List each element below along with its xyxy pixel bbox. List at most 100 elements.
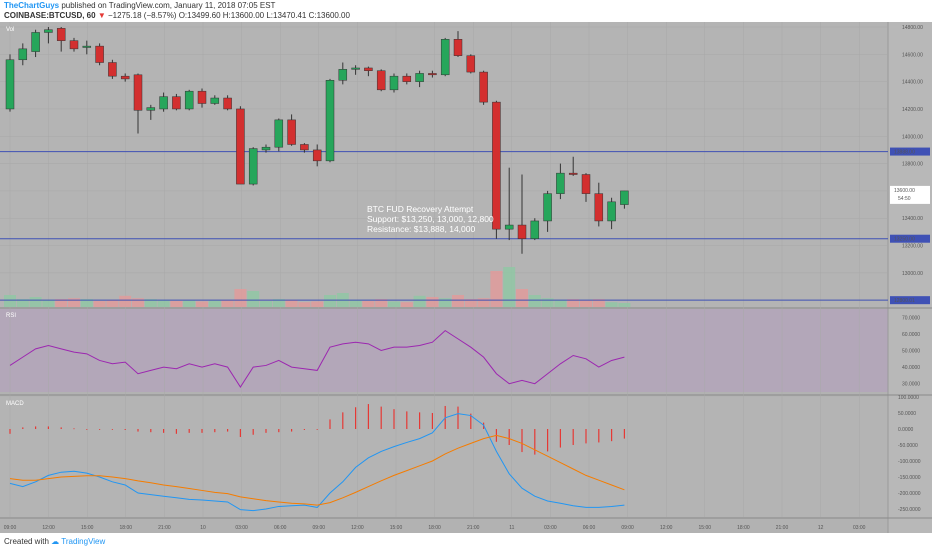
macd-histogram-bar bbox=[598, 429, 600, 443]
rsi-panel-bg bbox=[0, 309, 888, 392]
annotation-text: Resistance: $13,888, 14,000 bbox=[367, 224, 475, 234]
volume-bar bbox=[93, 301, 106, 307]
volume-bar bbox=[144, 299, 157, 307]
volume-bar bbox=[29, 297, 42, 307]
volume-bar bbox=[324, 295, 336, 307]
macd-histogram-bar bbox=[35, 426, 37, 429]
candle-body bbox=[440, 39, 450, 76]
author-name[interactable]: TheChartGuys bbox=[4, 1, 60, 10]
candle-body bbox=[364, 67, 373, 71]
candle-body bbox=[620, 190, 629, 205]
volume-bar bbox=[477, 298, 490, 307]
volume-bar bbox=[170, 301, 183, 307]
price-tick-label: 14200.00 bbox=[902, 107, 923, 113]
volume-bar bbox=[528, 295, 541, 307]
macd-tick-label: -100.0000 bbox=[898, 459, 921, 465]
volume-bar bbox=[554, 299, 567, 307]
volume-bar bbox=[490, 271, 503, 307]
volume-bar bbox=[298, 302, 311, 307]
time-tick-label: 18:00 bbox=[737, 525, 750, 531]
candle-body bbox=[5, 59, 15, 110]
macd-histogram-bar bbox=[623, 429, 625, 439]
macd-histogram-bar bbox=[521, 429, 523, 453]
volume-bar bbox=[80, 299, 93, 307]
candle-body bbox=[581, 174, 591, 194]
macd-histogram-bar bbox=[111, 429, 113, 430]
macd-histogram-bar bbox=[508, 429, 510, 445]
volume-bar bbox=[285, 299, 298, 307]
candle-body bbox=[556, 172, 565, 194]
volume-bar bbox=[196, 301, 208, 307]
volume-bar bbox=[247, 291, 260, 307]
volume-bar bbox=[260, 301, 272, 307]
volume-bar bbox=[272, 299, 285, 307]
volume-bar bbox=[375, 299, 388, 307]
chart-header: TheChartGuys published on TradingView.co… bbox=[0, 0, 932, 22]
macd-histogram-bar bbox=[291, 429, 293, 432]
level-label: 13888.00 bbox=[894, 150, 915, 156]
macd-histogram-bar bbox=[239, 429, 241, 437]
level-label-bg bbox=[890, 234, 930, 243]
time-tick-label: 09:00 bbox=[4, 525, 17, 531]
candle-body bbox=[159, 96, 168, 110]
candle-body bbox=[312, 149, 322, 162]
current-price-label: 13600.00 bbox=[894, 188, 915, 194]
candle-body bbox=[236, 108, 245, 185]
candle-body bbox=[133, 74, 143, 111]
macd-histogram-bar bbox=[124, 429, 126, 430]
candle-body bbox=[351, 67, 360, 70]
candle-body bbox=[389, 75, 399, 91]
candle-body bbox=[95, 45, 104, 63]
level-label: 12800.01 bbox=[894, 298, 915, 304]
volume-bar bbox=[221, 299, 234, 307]
rsi-tick-label: 50.0000 bbox=[902, 349, 920, 355]
annotation-text: BTC FUD Recovery Attempt bbox=[367, 204, 474, 214]
price-tick-label: 13800.00 bbox=[902, 162, 923, 168]
macd-histogram-bar bbox=[316, 429, 318, 430]
macd-tick-label: -250.0000 bbox=[898, 507, 921, 513]
chart-footer: Created with ☁ TradingView bbox=[0, 533, 932, 550]
macd-histogram-bar bbox=[188, 429, 190, 433]
macd-tick-label: 50.0000 bbox=[898, 411, 916, 417]
candle-body bbox=[376, 70, 386, 91]
macd-histogram-bar bbox=[534, 429, 536, 455]
candle-body bbox=[338, 69, 348, 81]
macd-histogram-bar bbox=[342, 412, 344, 429]
price-tick-label: 13000.00 bbox=[902, 271, 923, 277]
macd-histogram-bar bbox=[201, 429, 203, 433]
publish-info: published on TradingView.com, January 11… bbox=[61, 1, 276, 10]
volume-bar bbox=[311, 301, 324, 307]
rsi-line bbox=[9, 329, 625, 388]
volume-bar bbox=[132, 298, 144, 307]
candle-body bbox=[504, 224, 514, 230]
change-value: −1275.18 (−8.57%) bbox=[107, 11, 177, 20]
time-tick-label: 06:00 bbox=[583, 525, 596, 531]
tradingview-logo-icon: ☁ bbox=[51, 537, 60, 546]
candle-body bbox=[248, 148, 258, 185]
time-tick-label: 15:00 bbox=[81, 525, 94, 531]
candle-body bbox=[300, 144, 309, 151]
volume-bar bbox=[618, 303, 631, 307]
candle-body bbox=[210, 97, 220, 104]
volume-bar bbox=[208, 300, 221, 307]
symbol-label: COINBASE:BTCUSD, 60 bbox=[4, 11, 96, 20]
macd-histogram-bar bbox=[547, 429, 549, 452]
candle-body bbox=[428, 73, 437, 76]
chart-canvas[interactable]: 13000.00 13200.00 13400.00 13600.00 13800.00… bbox=[0, 22, 932, 533]
macd-panel-bg bbox=[0, 397, 888, 517]
time-tick-label: 21:00 bbox=[776, 525, 789, 531]
macd-histogram-bar bbox=[22, 427, 24, 429]
candle-body bbox=[325, 80, 335, 162]
tradingview-brand[interactable]: TradingView bbox=[61, 537, 106, 546]
macd-tick-label: 0.0000 bbox=[898, 427, 914, 433]
volume-bar bbox=[592, 299, 605, 307]
price-tick-label: 14400.00 bbox=[902, 80, 923, 86]
rsi-tick-label: 40.0000 bbox=[902, 365, 920, 371]
macd-tick-label: -50.0000 bbox=[898, 443, 918, 449]
candle-body bbox=[453, 39, 463, 56]
symbol-line: COINBASE:BTCUSD, 60 ▼ −1275.18 (−8.57%) … bbox=[4, 11, 928, 21]
change-arrow-icon: ▼ bbox=[97, 11, 106, 20]
macd-histogram-bar bbox=[470, 413, 472, 429]
volume-bar bbox=[426, 297, 439, 307]
macd-histogram-bar bbox=[355, 407, 357, 429]
